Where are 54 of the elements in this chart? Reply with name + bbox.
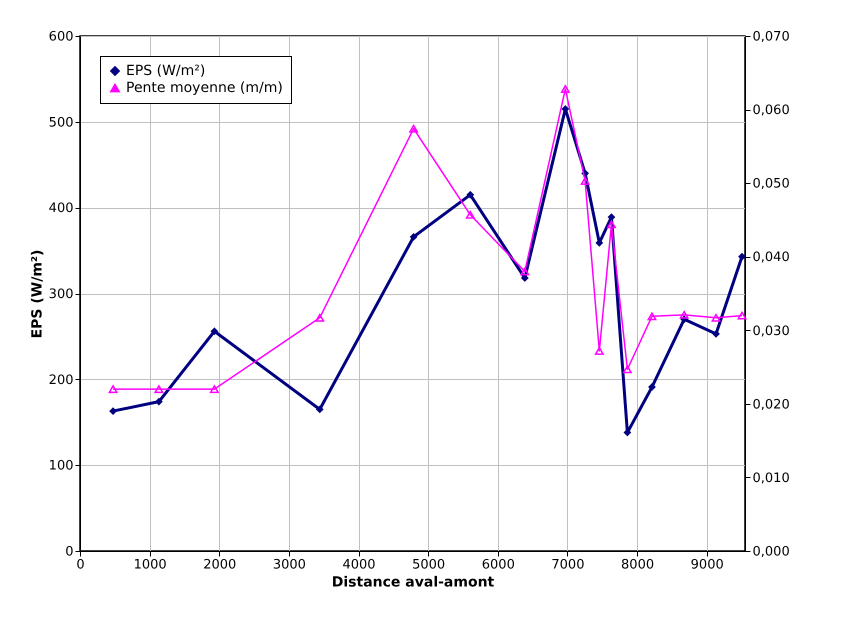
y-tick-label: 300 — [48, 287, 74, 302]
y2-tick-label: 0,000 — [752, 544, 790, 560]
point — [580, 176, 590, 185]
x-tick-label: 8000 — [621, 558, 654, 572]
y-tick-label: 400 — [48, 201, 74, 216]
point — [680, 310, 689, 319]
point — [109, 407, 117, 415]
x-tick-label: 5000 — [412, 558, 446, 572]
point — [466, 190, 474, 199]
x-tick-label: 0 — [76, 558, 85, 572]
point — [410, 232, 418, 241]
y2-tick-label: 0,060 — [752, 103, 790, 118]
x-tick-label: 9000 — [690, 558, 724, 572]
x-tick-label: 2000 — [203, 558, 236, 572]
point — [648, 312, 656, 320]
point — [712, 314, 720, 322]
point — [108, 385, 118, 394]
legend-label: Pente moyenne (m/m) — [126, 80, 283, 96]
y-tick-label: 0 — [65, 544, 74, 560]
point — [520, 267, 530, 276]
point — [648, 383, 656, 391]
y-tick-label: 500 — [48, 115, 74, 130]
point — [409, 124, 418, 133]
point — [594, 346, 604, 355]
point — [560, 85, 570, 93]
point — [155, 398, 163, 406]
y2-tick-label: 0,020 — [752, 397, 790, 412]
point — [210, 385, 219, 394]
point — [738, 252, 746, 260]
point — [606, 220, 616, 228]
point — [622, 365, 632, 374]
y-tick-label: 200 — [48, 372, 74, 388]
point — [210, 327, 218, 336]
x-tick-label: 6000 — [482, 558, 515, 572]
legend-label: EPS (W/m²) — [126, 63, 206, 79]
x-tick-label: 3000 — [272, 558, 306, 572]
point — [712, 330, 720, 338]
y2-tick-label: 0,030 — [752, 324, 790, 339]
y-tick-label: 600 — [48, 30, 74, 44]
point — [316, 406, 324, 414]
point — [154, 385, 164, 394]
y-axis-title: EPS (W/m²) — [30, 250, 46, 338]
x-tick-label: 1000 — [134, 558, 167, 572]
point — [738, 312, 746, 320]
x-tick-label: 4000 — [342, 558, 376, 572]
y2-tick-label: 0,040 — [752, 250, 790, 266]
y2-tick-label: 0,010 — [752, 470, 790, 486]
y2-tick-label: 0,050 — [752, 176, 790, 192]
x-axis-title: Distance aval-amont — [332, 574, 495, 590]
x-tick-label: 7000 — [551, 558, 584, 572]
point — [466, 210, 475, 219]
y-tick-label: 100 — [48, 458, 74, 474]
y2-tick-label: 0,070 — [752, 30, 790, 44]
point — [315, 314, 324, 322]
